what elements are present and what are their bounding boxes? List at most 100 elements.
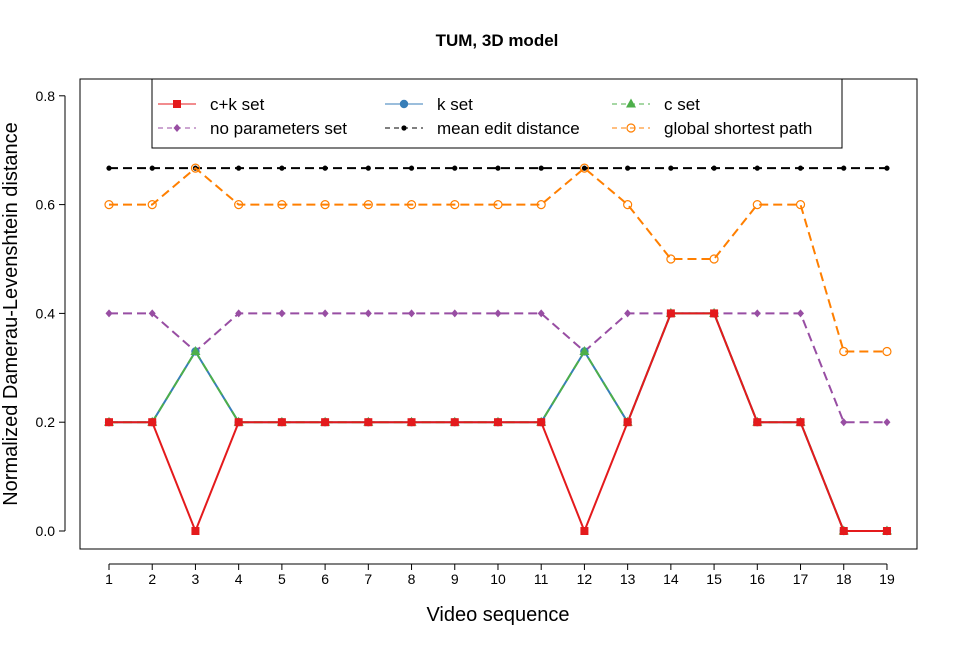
data-point-no-parameters-set — [840, 418, 848, 427]
data-point-mean-edit-distance — [668, 165, 674, 171]
data-point-c-k-set — [191, 527, 200, 535]
data-point-c-k-set — [321, 418, 330, 427]
data-point-mean-edit-distance — [279, 165, 285, 171]
data-point-c-k-set — [710, 309, 719, 318]
y-tick-label: 0.0 — [36, 523, 56, 539]
data-point-c-set — [579, 345, 590, 355]
data-point-mean-edit-distance — [754, 165, 760, 171]
data-point-no-parameters-set — [364, 309, 372, 318]
legend-item-k-set: k set — [385, 95, 473, 114]
legend-swatch-marker — [626, 123, 636, 133]
legend-label: c set — [664, 95, 700, 114]
x-tick-label: 10 — [490, 571, 506, 587]
legend-label: k set — [437, 95, 473, 114]
data-point-c-k-set — [796, 418, 805, 427]
data-point-c-k-set — [364, 418, 373, 427]
x-tick-label: 17 — [793, 571, 809, 587]
chart-title: TUM, 3D model — [436, 31, 559, 50]
y-tick-label: 0.4 — [36, 305, 56, 321]
data-point-global-shortest-path — [190, 163, 201, 173]
data-point-c-k-set — [580, 527, 589, 535]
data-point-global-shortest-path — [752, 200, 762, 210]
data-point-global-shortest-path — [363, 200, 373, 210]
data-point-c-k-set — [882, 527, 891, 535]
data-point-c-k-set — [277, 418, 286, 427]
data-point-global-shortest-path — [104, 200, 114, 210]
data-point-global-shortest-path — [450, 200, 460, 210]
legend-swatch-marker — [401, 125, 407, 131]
data-point-global-shortest-path — [666, 254, 676, 264]
x-tick-label: 12 — [577, 571, 593, 587]
x-tick-label: 15 — [706, 571, 722, 587]
x-tick-label: 6 — [321, 571, 329, 587]
legend-label: mean edit distance — [437, 119, 580, 138]
data-point-no-parameters-set — [148, 309, 156, 318]
data-point-no-parameters-set — [408, 309, 416, 318]
data-point-mean-edit-distance — [365, 165, 371, 171]
data-point-global-shortest-path — [147, 200, 157, 210]
data-point-c-k-set — [407, 418, 416, 427]
data-point-global-shortest-path — [882, 346, 892, 357]
x-tick-label: 19 — [879, 571, 895, 587]
data-point-no-parameters-set — [235, 309, 243, 318]
data-point-mean-edit-distance — [581, 165, 588, 171]
series-mean-edit-distance — [106, 165, 890, 171]
x-tick-label: 13 — [620, 571, 636, 587]
data-point-global-shortest-path — [406, 200, 417, 210]
legend-item-mean-edit-distance: mean edit distance — [385, 119, 580, 138]
x-tick-label: 8 — [408, 571, 416, 587]
data-point-global-shortest-path — [579, 163, 590, 173]
legend-box — [151, 78, 843, 149]
data-point-global-shortest-path — [839, 346, 849, 357]
series-layer — [104, 163, 892, 536]
data-point-no-parameters-set — [105, 309, 113, 318]
data-point-c-k-set — [666, 309, 675, 318]
x-tick-label: 14 — [663, 571, 679, 587]
data-point-mean-edit-distance — [408, 165, 415, 171]
x-tick-label: 5 — [278, 571, 286, 587]
legend-swatch-marker — [173, 124, 181, 132]
data-point-c-k-set — [450, 418, 459, 427]
axes: 1 2 3 4 5 6 7 8 9 10 11 12 13 14 15 16 17 18 190.00.20.40.… — [36, 88, 895, 587]
series-line-no-parameters-set — [109, 312, 887, 424]
legend-item-no-parameters-set: no parameters set — [158, 119, 347, 138]
data-point-global-shortest-path — [493, 200, 503, 210]
data-point-global-shortest-path — [536, 200, 546, 210]
legend-item-global-shortest-path: global shortest path — [612, 119, 812, 138]
x-tick-label: 3 — [192, 571, 200, 587]
data-point-mean-edit-distance — [322, 165, 328, 171]
legend-swatch-marker — [173, 100, 181, 108]
y-tick-label: 0.2 — [36, 414, 56, 430]
legend-label: c+k set — [210, 95, 265, 114]
x-tick-label: 16 — [750, 571, 766, 587]
data-point-mean-edit-distance — [625, 165, 631, 171]
x-tick-label: 9 — [451, 571, 459, 587]
series-global-shortest-path — [104, 163, 892, 357]
data-point-mean-edit-distance — [236, 165, 242, 171]
data-point-mean-edit-distance — [884, 165, 890, 171]
legend: c+k set k set c set no parameters set mean e… — [151, 78, 843, 149]
data-point-mean-edit-distance — [106, 165, 112, 171]
series-no-parameters-set — [105, 309, 891, 427]
x-tick-label: 2 — [148, 571, 156, 587]
data-point-c-set — [190, 345, 201, 355]
series-c-k-set — [105, 309, 891, 535]
data-point-mean-edit-distance — [452, 165, 458, 171]
x-axis-title: Video sequence — [426, 604, 569, 626]
data-point-mean-edit-distance — [538, 165, 544, 171]
data-point-global-shortest-path — [234, 200, 244, 210]
data-point-no-parameters-set — [883, 418, 891, 427]
data-point-no-parameters-set — [278, 309, 286, 318]
data-point-mean-edit-distance — [149, 165, 155, 171]
data-point-c-k-set — [234, 418, 243, 427]
legend-swatch-marker — [626, 98, 636, 108]
data-point-global-shortest-path — [623, 200, 633, 210]
data-point-global-shortest-path — [277, 200, 287, 210]
data-point-c-k-set — [493, 418, 502, 427]
x-tick-label: 7 — [364, 571, 372, 587]
series-line-global-shortest-path — [109, 167, 887, 353]
legend-item-c-set: c set — [612, 95, 700, 114]
data-point-mean-edit-distance — [711, 165, 717, 171]
data-point-no-parameters-set — [624, 309, 632, 318]
